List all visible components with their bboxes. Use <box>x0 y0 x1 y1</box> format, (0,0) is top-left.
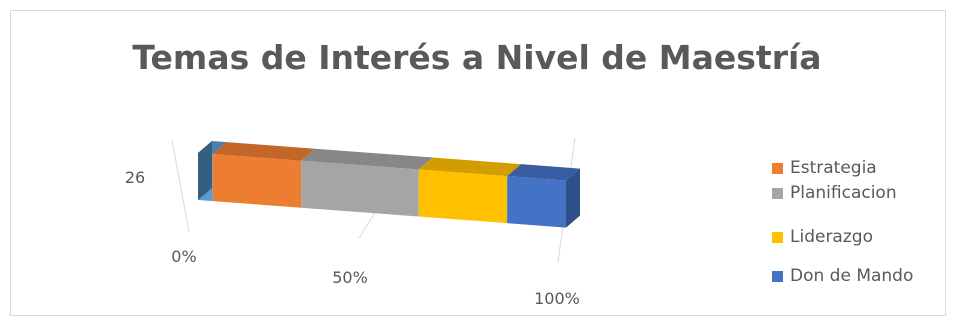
bar-segment-front-1 <box>212 154 302 208</box>
bar-segment-front-3 <box>418 169 508 224</box>
chart-area <box>10 10 946 316</box>
bar-segment-3 <box>418 157 522 224</box>
legend-swatch <box>772 187 783 199</box>
bar-segment-0 <box>198 141 227 202</box>
legend-swatch <box>772 162 783 174</box>
bar-segment-2 <box>301 148 433 217</box>
bar-segment-front-2 <box>301 160 419 217</box>
legend-item: Liderazgo <box>772 227 873 247</box>
bar-segment-top-2 <box>301 148 433 170</box>
x-tick-label: 100% <box>534 289 580 308</box>
bar-segment-front-4 <box>507 176 566 228</box>
bar-start-cap <box>198 141 212 200</box>
bar-segment-4 <box>507 164 580 228</box>
gridline-0 <box>171 139 190 233</box>
bar-stack <box>198 141 580 228</box>
category-label: 26 <box>125 168 145 187</box>
chart-title: Temas de Interés a Nivel de Maestría <box>132 38 822 77</box>
bar-segment-top-1 <box>212 142 316 161</box>
x-tick-label: 50% <box>332 268 368 287</box>
legend-item: Planificacion <box>772 183 897 203</box>
legend-label: Don de Mando <box>790 266 914 286</box>
legend-item: Estrategia <box>772 158 877 178</box>
legend-label: Liderazgo <box>790 227 873 247</box>
legend-swatch <box>772 231 783 243</box>
x-tick-label: 0% <box>171 247 196 266</box>
legend-label: Planificacion <box>790 183 897 203</box>
legend-label: Estrategia <box>790 158 877 178</box>
bar-segment-top-4 <box>507 164 580 181</box>
legend-swatch <box>772 270 783 282</box>
bar-segment-1 <box>212 142 316 208</box>
bar-segment-top-3 <box>418 157 522 177</box>
axis-labels: 26 0% 50% 100% <box>125 168 580 308</box>
legend-item: Don de Mando <box>772 266 913 286</box>
bar-end-cap <box>566 168 580 228</box>
